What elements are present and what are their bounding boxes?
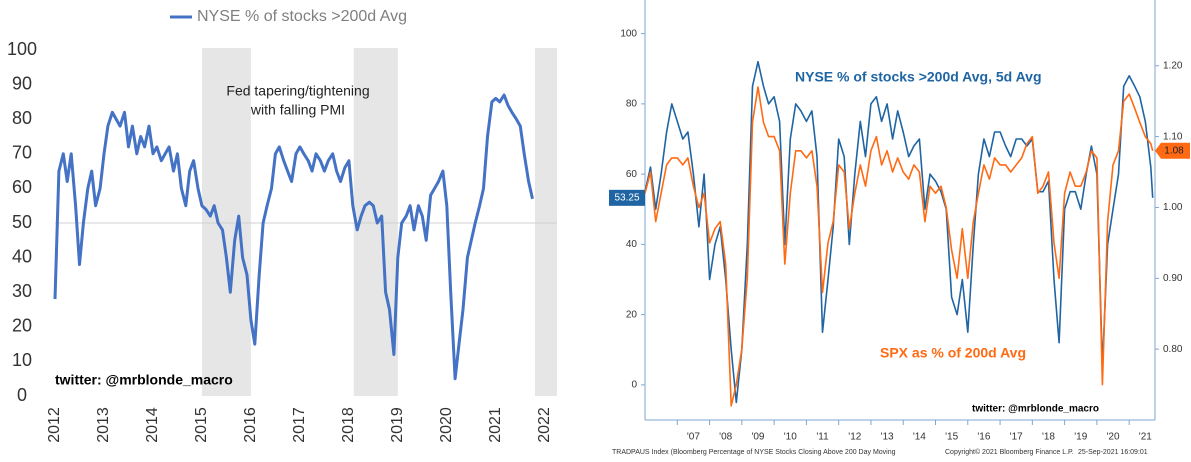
x-tick-label: '10 [784, 432, 797, 443]
y-tick-label: 60 [626, 169, 638, 180]
y-tick-label: 40 [626, 239, 638, 250]
x-tick-label: 2012 [46, 407, 63, 443]
credit: twitter: @mrblonde_macro [972, 404, 1099, 415]
x-tick-label: 2013 [95, 407, 112, 443]
series-line [53, 93, 534, 381]
y2-tick-label: 1.10 [1163, 131, 1183, 142]
x-tick-label: '18 [1042, 432, 1055, 443]
shaded-region [534, 48, 557, 396]
x-tick-label: 2014 [144, 407, 161, 443]
value-label: 53.25 [614, 192, 639, 203]
x-tick-label: 2018 [340, 407, 357, 443]
y-tick-label: 80 [626, 99, 638, 110]
footer-text: Copyright© 2021 Bloomberg Finance L.P. [945, 448, 1074, 456]
x-tick-label: 2019 [389, 407, 406, 443]
y-tick-label: 100 [7, 39, 37, 59]
y-tick-label: 100 [620, 28, 637, 39]
x-tick-label: 2021 [487, 407, 504, 443]
credit: twitter: @mrblonde_macro [55, 372, 233, 388]
x-tick-label: 2016 [242, 407, 259, 443]
annotation: with falling PMI [250, 102, 345, 118]
y-tick-label: 80 [12, 108, 32, 128]
y-tick-label: 30 [12, 281, 32, 301]
y-tick-label: 70 [12, 143, 32, 163]
value-label: 1.08 [1164, 145, 1184, 156]
x-tick-label: '15 [945, 432, 958, 443]
x-tick-label: '13 [881, 432, 894, 443]
x-tick-label: '12 [848, 432, 861, 443]
y-tick-label: 0 [17, 385, 27, 405]
x-tick-label: 2022 [536, 407, 553, 443]
series-label: NYSE % of stocks >200d Avg, 5d Avg [795, 69, 1042, 85]
x-tick-label: '21 [1139, 432, 1152, 443]
y2-tick-label: 0.80 [1163, 344, 1183, 355]
y2-tick-label: 1.00 [1163, 202, 1183, 213]
shaded-region [201, 48, 251, 396]
y-tick-label: 20 [626, 309, 638, 320]
x-tick-label: '09 [751, 432, 764, 443]
x-tick-label: '16 [977, 432, 990, 443]
x-tick-label: '17 [1010, 432, 1023, 443]
x-tick-label: '07 [687, 432, 700, 443]
footer-text: TRADPAUS Index (Bloomberg Percentage of … [612, 449, 896, 456]
x-tick-label: '14 [913, 432, 926, 443]
series-line [644, 60, 1154, 404]
y-tick-label: 10 [12, 350, 32, 370]
value-tag [1155, 142, 1190, 159]
x-tick-label: 2017 [291, 407, 308, 443]
x-tick-label: 2015 [193, 407, 210, 443]
footer-text: 25-Sep-2021 16:09:01 [1078, 449, 1148, 456]
y-tick-label: 40 [12, 246, 32, 266]
y-tick-label: 50 [12, 212, 32, 232]
x-tick-label: '11 [816, 432, 829, 443]
annotation: Fed tapering/tightening [226, 83, 369, 99]
value-tag [609, 189, 645, 206]
series-line [644, 86, 1154, 407]
x-tick-label: '19 [1074, 432, 1087, 443]
y-tick-label: 60 [12, 177, 32, 197]
y2-tick-label: 0.90 [1163, 273, 1183, 284]
x-tick-label: '08 [719, 432, 732, 443]
y-tick-label: 90 [12, 73, 32, 93]
y-tick-label: 0 [631, 380, 637, 391]
x-tick-label: '20 [1107, 432, 1120, 443]
x-tick-label: 2020 [438, 407, 455, 443]
y-tick-label: 20 [12, 316, 32, 336]
series-label: SPX as % of 200d Avg [880, 345, 1026, 361]
legend-label: NYSE % of stocks >200d Avg [197, 8, 407, 25]
y2-tick-label: 1.20 [1163, 60, 1183, 71]
